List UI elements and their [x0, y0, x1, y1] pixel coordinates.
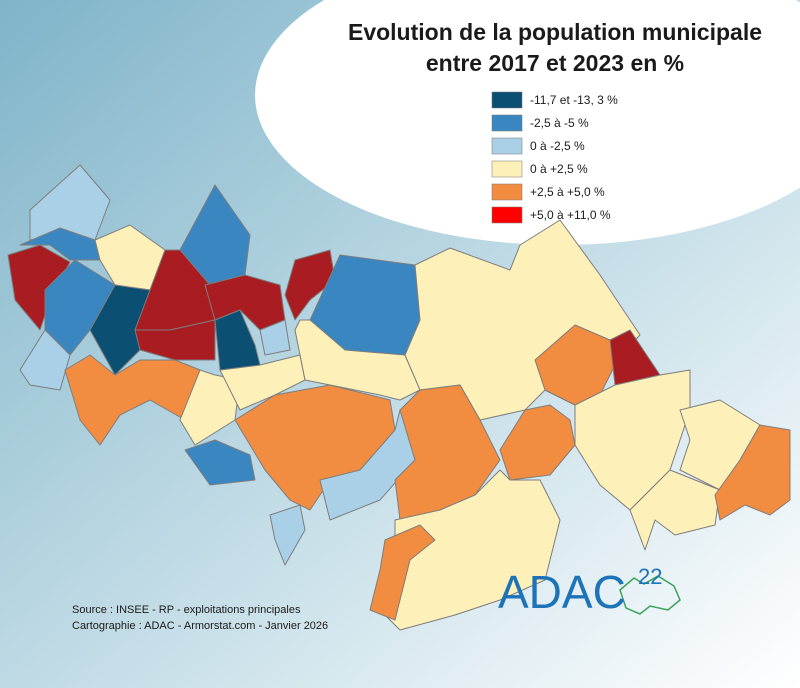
map	[7, 164, 791, 631]
municipality	[534, 324, 616, 406]
title: entre 2017 et 2023 en %	[426, 50, 684, 76]
legend-swatch	[491, 183, 523, 201]
legend-swatch	[491, 91, 523, 109]
legend-label: +2,5 à +5,0 %	[530, 185, 605, 199]
municipality	[499, 404, 576, 481]
source: Cartographie : ADAC - Armorstat.com - Ja…	[72, 620, 328, 632]
municipality	[369, 524, 436, 621]
legend-label: -2,5 à -5 %	[530, 116, 589, 130]
municipality	[184, 439, 256, 486]
municipality	[259, 319, 291, 356]
municipality	[714, 424, 791, 521]
title: Evolution de la population municipale	[348, 19, 762, 45]
logo-name: ADAC	[498, 566, 626, 618]
municipality	[89, 284, 151, 376]
legend: -11,7 et -13, 3 % -2,5 à -5 % 0 à -2,5 % 0 …	[491, 91, 618, 224]
logo-number: 22	[638, 564, 662, 589]
legend-swatch	[491, 206, 523, 224]
logo: ADAC 22	[498, 564, 681, 618]
legend-swatch	[491, 160, 523, 178]
legend-swatch	[491, 137, 523, 155]
legend-label: 0 à +2,5 %	[530, 162, 588, 176]
legend-label: 0 à -2,5 %	[530, 139, 585, 153]
legend-swatch	[491, 114, 523, 132]
legend-label: +5,0 à +11,0 %	[530, 208, 611, 222]
legend-label: -11,7 et -13, 3 %	[530, 93, 618, 107]
source: Source : INSEE - RP - exploitations prin…	[72, 604, 301, 616]
title-panel	[255, 0, 800, 245]
municipality	[574, 369, 691, 511]
municipality	[19, 329, 71, 391]
municipality	[269, 504, 306, 566]
municipality	[214, 309, 261, 371]
